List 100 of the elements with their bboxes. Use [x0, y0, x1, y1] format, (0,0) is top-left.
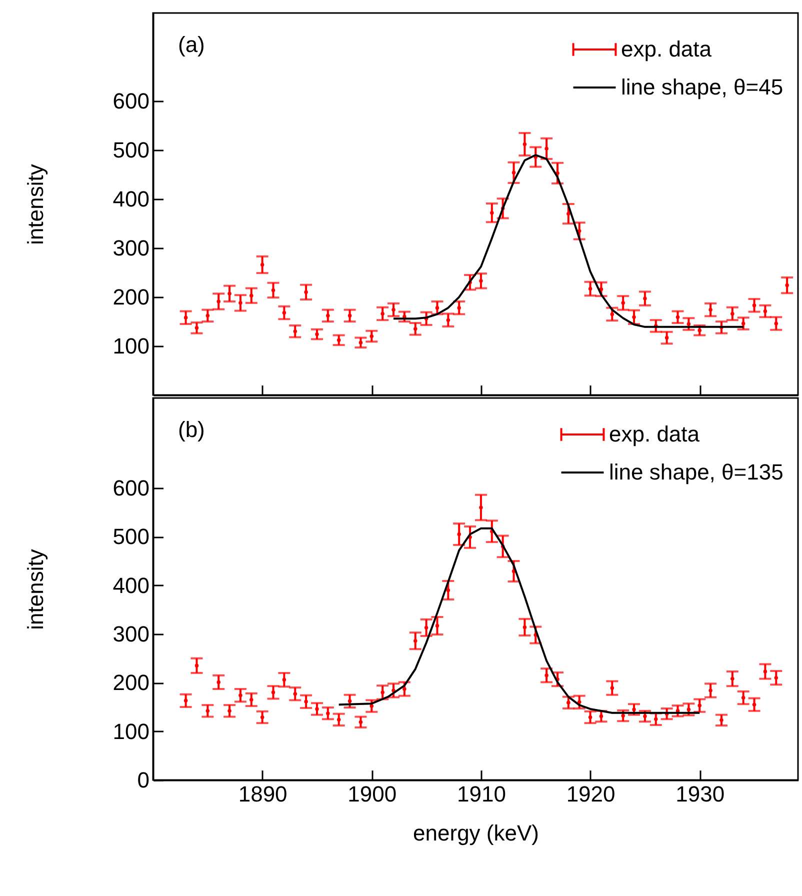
annotation: (a) [178, 32, 205, 57]
point [599, 714, 604, 718]
legend-label: line shape, θ=45 [621, 74, 784, 100]
point [282, 678, 286, 682]
point [228, 292, 232, 296]
point [315, 707, 319, 711]
point [676, 315, 680, 319]
point [774, 676, 778, 680]
y-axis-title: intensity [22, 164, 48, 245]
point [522, 142, 527, 146]
point [621, 714, 625, 718]
x-tick-label: 1890 [238, 782, 288, 806]
x-tick-label: 1910 [456, 782, 506, 806]
point [664, 336, 669, 340]
point [370, 334, 374, 338]
point [610, 686, 614, 690]
point [435, 624, 440, 628]
point [392, 308, 396, 312]
point [730, 676, 734, 681]
point [216, 680, 220, 684]
y-tick-label: 300 [112, 622, 150, 647]
point [282, 310, 286, 315]
y-tick-label: 500 [112, 524, 150, 550]
point [544, 674, 548, 678]
point [763, 309, 768, 314]
point [588, 286, 592, 291]
point [336, 338, 341, 342]
x-tick-label: 1930 [676, 782, 725, 806]
legend-label: exp. data [609, 422, 700, 446]
point [708, 688, 712, 692]
y-tick-label: 400 [112, 186, 150, 212]
point [348, 314, 352, 318]
point [654, 717, 658, 722]
point [621, 301, 625, 305]
y-tick-label: 200 [112, 670, 150, 696]
point [206, 314, 210, 318]
point [457, 532, 461, 536]
point [250, 294, 254, 298]
point [238, 301, 242, 305]
y-tick-label: 0 [137, 768, 150, 792]
point [741, 696, 746, 700]
point [293, 692, 297, 696]
point [698, 704, 702, 708]
point [708, 308, 712, 312]
point [250, 698, 254, 702]
point [610, 312, 614, 316]
point [752, 304, 756, 308]
point [402, 687, 406, 691]
point [577, 229, 582, 233]
point [260, 262, 264, 267]
point [370, 704, 374, 708]
point [512, 170, 516, 175]
point [304, 290, 308, 294]
point [698, 328, 702, 332]
point [194, 326, 199, 330]
point [643, 714, 647, 718]
point [588, 715, 592, 720]
point [326, 711, 330, 716]
point [741, 322, 746, 326]
point [720, 718, 724, 722]
point [184, 698, 188, 703]
point [686, 708, 691, 712]
point [686, 322, 691, 326]
point [479, 506, 483, 510]
point [380, 690, 384, 694]
point [238, 693, 242, 698]
point [271, 288, 276, 292]
point [632, 708, 636, 712]
y-tick-label: 100 [112, 718, 150, 744]
x-axis-title: energy (keV) [413, 820, 539, 846]
point [315, 332, 319, 336]
point [216, 300, 220, 304]
point [380, 312, 384, 316]
point [446, 318, 450, 322]
point [490, 210, 494, 215]
line-series [392, 154, 744, 328]
point [785, 283, 789, 288]
y-axis-title: intensity [22, 549, 48, 630]
point [424, 626, 428, 630]
y-tick-label: 100 [112, 334, 150, 359]
point [336, 718, 341, 722]
point [184, 316, 188, 320]
point [566, 212, 570, 216]
point [479, 279, 483, 283]
point [632, 315, 636, 319]
point [348, 699, 352, 704]
point [544, 146, 548, 151]
point [194, 664, 199, 668]
point [752, 702, 756, 706]
point [326, 314, 330, 318]
point [566, 700, 570, 704]
point [643, 296, 647, 300]
point [599, 287, 604, 292]
legend-label: line shape, θ=135 [609, 460, 784, 484]
annotation: (b) [178, 417, 205, 442]
point [457, 306, 461, 310]
point [271, 690, 276, 694]
point [206, 709, 210, 713]
point [414, 638, 418, 643]
point [414, 327, 418, 331]
